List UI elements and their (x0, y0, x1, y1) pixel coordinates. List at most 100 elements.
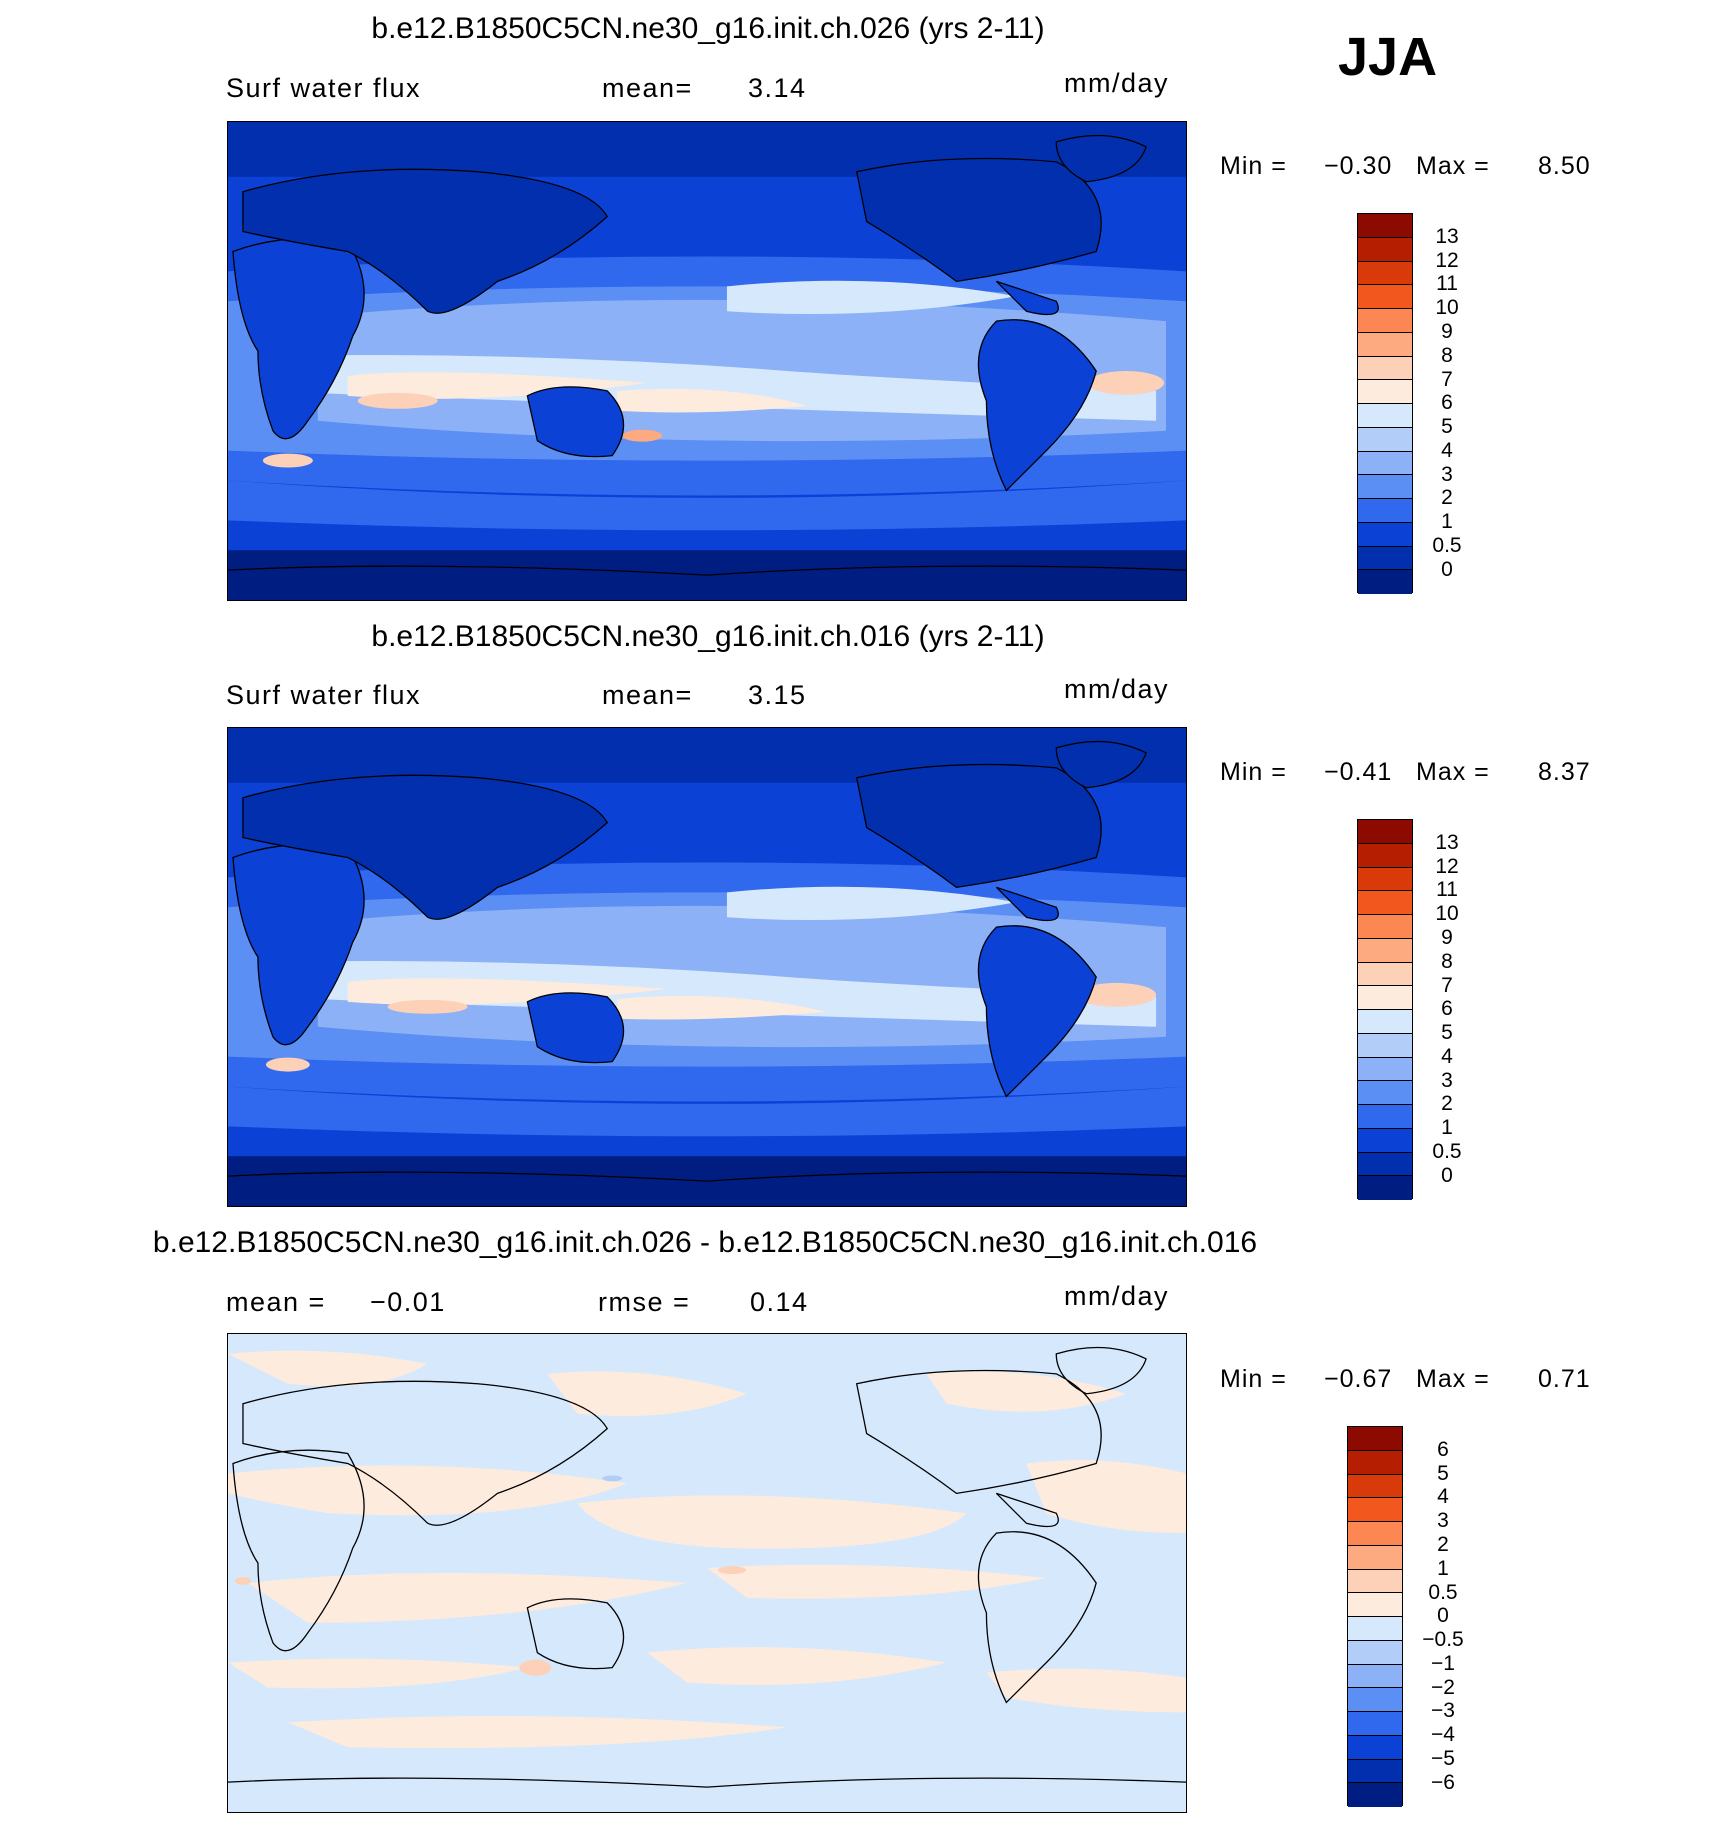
panel-3-colorbar-label: −6 (1431, 1771, 1455, 1794)
panel-1-colorbar-label: 0.5 (1432, 534, 1462, 557)
panel-1-variable-label: Surf water flux (226, 73, 422, 103)
panel-1-colorbar-label: 8 (1441, 344, 1453, 367)
panel-3-colorbar-swatch (1348, 1735, 1402, 1760)
panel-1-colorbar-swatch (1358, 237, 1412, 262)
panel-3-colorbar-swatch (1348, 1427, 1402, 1451)
panel-3-colorbar-swatch (1348, 1664, 1402, 1689)
panel-3-rmse-value: 0.14 (750, 1287, 809, 1317)
panel-1-colorbar-label: 12 (1435, 249, 1459, 272)
panel-1-colorbar-label: 4 (1441, 439, 1453, 462)
panel-2-min-value: −0.41 (1324, 758, 1393, 786)
panel-1-colorbar-label: 9 (1441, 320, 1453, 343)
panel-3-min-label: Min = (1220, 1365, 1287, 1393)
panel-2-colorbar (1357, 819, 1413, 1200)
panel-3-colorbar-label: 0.5 (1428, 1581, 1458, 1604)
panel-1-colorbar-swatch (1358, 380, 1412, 404)
panel-2-map (227, 727, 1187, 1207)
panel-1-colorbar-swatch (1358, 404, 1412, 428)
panel-1-colorbar-label: 1 (1441, 510, 1453, 533)
panel-2-colorbar-label: 7 (1441, 974, 1453, 997)
panel-3-colorbar-swatch (1348, 1759, 1402, 1784)
panel-3-map-graphic (228, 1334, 1186, 1812)
panel-2-colorbar-swatch (1358, 891, 1412, 915)
panel-2-colorbar-label: 12 (1435, 855, 1459, 878)
panel-2-colorbar-swatch (1358, 1010, 1412, 1034)
panel-1-max-value: 8.50 (1538, 152, 1591, 180)
panel-2-max-label: Max = (1416, 758, 1490, 786)
panel-3-colorbar-swatch (1348, 1640, 1402, 1665)
panel-2-colorbar-label: 1 (1441, 1116, 1453, 1139)
panel-2-colorbar-swatch (1358, 1033, 1412, 1058)
panel-2-colorbar-swatch (1358, 938, 1412, 963)
panel-1-colorbar-label: 2 (1441, 486, 1453, 509)
panel-2-colorbar-label: 2 (1441, 1092, 1453, 1115)
panel-3-colorbar-swatch (1348, 1569, 1402, 1594)
panel-3-mean-value: −0.01 (370, 1287, 446, 1317)
panel-3-colorbar-swatch (1348, 1783, 1402, 1807)
panel-3-colorbar-swatch (1348, 1474, 1402, 1499)
panel-1-mean-label: mean= (602, 73, 693, 103)
panel-2-colorbar-label: 4 (1441, 1045, 1453, 1068)
panel-3-colorbar-label: −5 (1431, 1747, 1455, 1770)
panel-2-mean-label: mean= (602, 680, 693, 710)
panel-1-colorbar-label: 6 (1441, 391, 1453, 414)
panel-1-colorbar-label: 10 (1435, 296, 1459, 319)
panel-3-max-value: 0.71 (1538, 1365, 1591, 1393)
panel-1-map-graphic (228, 122, 1186, 600)
panel-1-colorbar (1357, 213, 1413, 594)
panel-3-colorbar-label: 3 (1437, 1509, 1449, 1532)
panel-2-colorbar-label: 0 (1441, 1164, 1453, 1187)
panel-2-colorbar-swatch (1358, 1152, 1412, 1177)
panel-3-colorbar-swatch (1348, 1522, 1402, 1546)
panel-3-colorbar-label: 0 (1437, 1604, 1449, 1627)
panel-2-colorbar-label: 0.5 (1432, 1140, 1462, 1163)
panel-2-title: b.e12.B1850C5CN.ne30_g16.init.ch.016 (yr… (371, 620, 1045, 653)
panel-2-colorbar-swatch (1358, 867, 1412, 892)
panel-1-max-label: Max = (1416, 152, 1490, 180)
panel-2-colorbar-swatch (1358, 986, 1412, 1010)
panel-2-units: mm/day (1064, 674, 1170, 704)
panel-3-colorbar-label: 2 (1437, 1533, 1449, 1556)
panel-1-colorbar-swatch (1358, 214, 1412, 238)
panel-1-colorbar-swatch (1358, 570, 1412, 594)
panel-2-colorbar-swatch (1358, 915, 1412, 939)
panel-3-colorbar-swatch (1348, 1450, 1402, 1475)
panel-1-map (227, 121, 1187, 601)
panel-1-colorbar-swatch (1358, 285, 1412, 309)
panel-3-colorbar-swatch (1348, 1545, 1402, 1570)
panel-2-map-graphic (228, 728, 1186, 1206)
panel-3-colorbar-label: −0.5 (1422, 1628, 1464, 1651)
panel-3-colorbar (1347, 1426, 1403, 1807)
panel-2-colorbar-swatch (1358, 1057, 1412, 1082)
season-label: JJA (1338, 27, 1438, 87)
panel-3-min-value: −0.67 (1324, 1365, 1393, 1393)
panel-2-colorbar-label: 6 (1441, 997, 1453, 1020)
panel-1-min-value: −0.30 (1324, 152, 1393, 180)
panel-3-title: b.e12.B1850C5CN.ne30_g16.init.ch.026 - b… (152, 1226, 1258, 1259)
panel-3-max-label: Max = (1416, 1365, 1490, 1393)
panel-2-max-value: 8.37 (1538, 758, 1591, 786)
panel-3-units: mm/day (1064, 1281, 1170, 1311)
panel-2-colorbar-swatch (1358, 1128, 1412, 1153)
panel-3-colorbar-label: −3 (1431, 1699, 1455, 1722)
panel-3-rmse-label: rmse = (598, 1287, 691, 1317)
panel-1-colorbar-swatch (1358, 356, 1412, 381)
panel-3-colorbar-swatch (1348, 1617, 1402, 1641)
panel-3-colorbar-swatch (1348, 1712, 1402, 1736)
panel-1-mean-value: 3.14 (748, 73, 807, 103)
panel-1-colorbar-swatch (1358, 261, 1412, 286)
panel-1-colorbar-swatch (1358, 309, 1412, 333)
panel-1-colorbar-label: 5 (1441, 415, 1453, 438)
panel-1-colorbar-swatch (1358, 332, 1412, 357)
panel-1-colorbar-label: 3 (1441, 463, 1453, 486)
panel-3-colorbar-label: −1 (1431, 1652, 1455, 1675)
panel-1-min-label: Min = (1220, 152, 1287, 180)
panel-3-colorbar-label: 4 (1437, 1485, 1449, 1508)
panel-2-colorbar-swatch (1358, 1081, 1412, 1105)
panel-1-colorbar-label: 0 (1441, 558, 1453, 581)
panel-1-colorbar-label: 7 (1441, 368, 1453, 391)
panel-2-colorbar-label: 11 (1436, 878, 1458, 901)
panel-1-colorbar-swatch (1358, 499, 1412, 523)
panel-1-title: b.e12.B1850C5CN.ne30_g16.init.ch.026 (yr… (371, 12, 1045, 45)
panel-2-variable-label: Surf water flux (226, 680, 422, 710)
